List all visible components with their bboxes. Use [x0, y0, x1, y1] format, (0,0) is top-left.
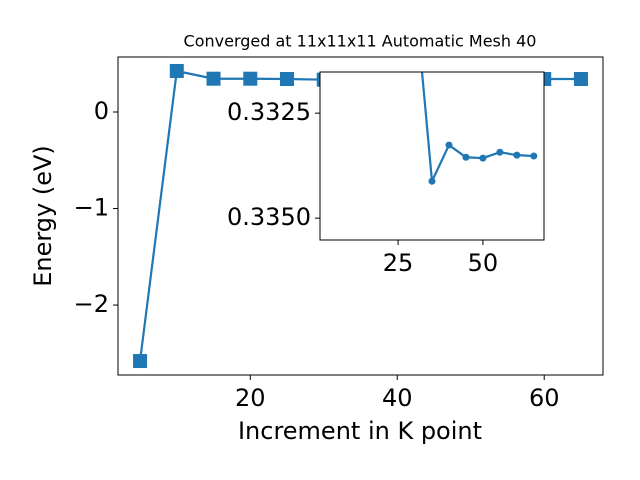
marker	[169, 63, 184, 78]
marker	[206, 71, 221, 86]
x-tick-label: 40	[382, 384, 413, 412]
y-tick-label: 0	[94, 97, 109, 125]
marker	[496, 148, 504, 156]
marker	[243, 71, 258, 86]
x-tick-label: 60	[529, 384, 560, 412]
marker	[445, 141, 453, 149]
marker	[479, 154, 487, 162]
marker	[280, 72, 295, 87]
marker	[573, 72, 588, 87]
plot-area	[320, 72, 544, 240]
plot-content	[420, 72, 538, 186]
y-tick-label: 0.3325	[227, 98, 311, 126]
y-tick-label: 0.3350	[227, 203, 311, 231]
marker	[530, 152, 538, 160]
y-tick-label: −2	[74, 290, 109, 318]
marker	[462, 153, 470, 161]
x-tick-label: 50	[468, 249, 499, 277]
y-tick-label: −1	[74, 194, 109, 222]
marker	[428, 177, 436, 185]
axes-frame	[319, 71, 545, 241]
y-axis-label: Energy (eV)	[29, 145, 57, 287]
marker	[513, 151, 521, 159]
x-tick-label: 20	[235, 384, 266, 412]
x-axis-label: Increment in K point	[238, 417, 482, 445]
axes-frame	[117, 56, 604, 376]
chart-title: Converged at 11x11x11 Automatic Mesh 40	[184, 32, 537, 51]
marker	[133, 354, 148, 369]
x-tick-label: 25	[383, 249, 414, 277]
